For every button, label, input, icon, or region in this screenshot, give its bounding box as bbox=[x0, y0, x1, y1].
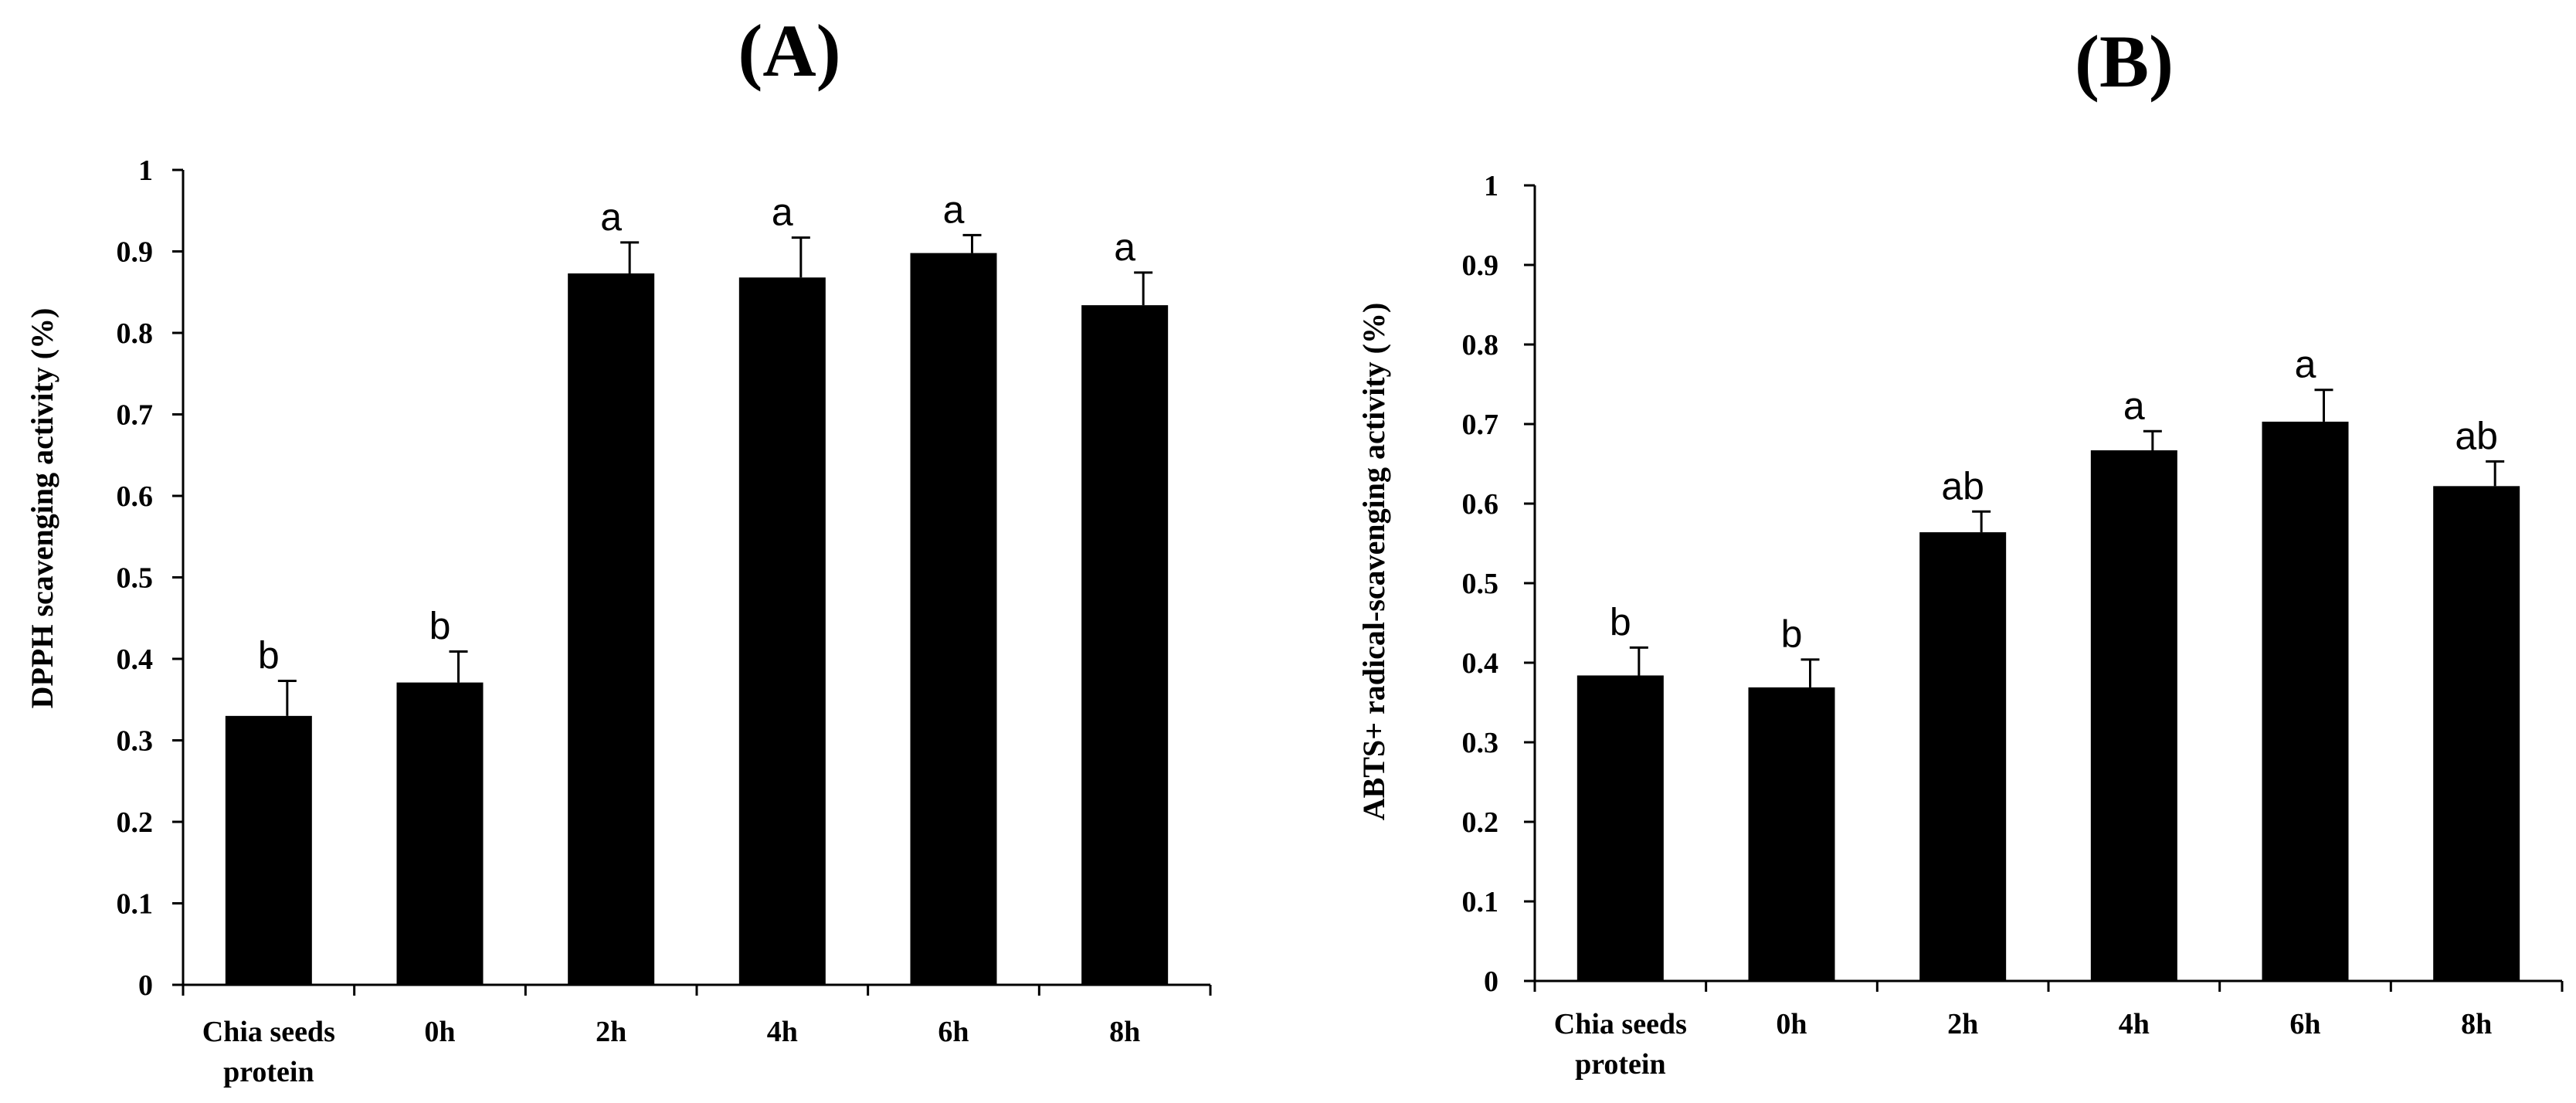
panel-a-category-label: 2h bbox=[596, 1016, 626, 1048]
panel-a-significance-label: a bbox=[1114, 226, 1135, 269]
panel-b-y-tick-label: 0.6 bbox=[1462, 488, 1499, 521]
panel-b-category-label: 6h bbox=[2289, 1008, 2320, 1040]
panel-a-y-tick-label: 0.5 bbox=[117, 562, 154, 595]
panel-b-significance-label: a bbox=[2123, 384, 2145, 427]
panel-a-title: (A) bbox=[738, 9, 840, 92]
panel-b-y-tick-label: 0.3 bbox=[1462, 727, 1499, 759]
panel-b-y-tick-label: 0.1 bbox=[1462, 886, 1499, 918]
panel-a-y-tick-label: 0.6 bbox=[117, 480, 154, 513]
panel-b-bar bbox=[1576, 675, 1664, 981]
panel-a-category-label: Chia seeds protein bbox=[202, 1016, 335, 1088]
panel-a-category-label-line: Chia seeds bbox=[202, 1016, 335, 1048]
panel-b-significance-label: b bbox=[1610, 600, 1631, 643]
panel-b-y-tick-label: 0.8 bbox=[1462, 329, 1499, 361]
panel-b-bar bbox=[2433, 486, 2520, 981]
panel-a-category-label: 6h bbox=[938, 1016, 969, 1048]
panel-b-category-label-line: Chia seeds bbox=[1554, 1008, 1687, 1040]
panel-a-y-axis-title: DPPH scavenging activity (%) bbox=[25, 308, 59, 709]
panel-a-significance-label: a bbox=[772, 191, 793, 234]
panel-b-bar bbox=[1919, 532, 2007, 981]
panel-a-y-tick-label: 0.7 bbox=[117, 399, 154, 432]
panel-a-category-label: 4h bbox=[767, 1016, 798, 1048]
panel-b-category-label: 8h bbox=[2461, 1008, 2492, 1040]
panel-b-y-tick-label: 0 bbox=[1484, 966, 1498, 998]
panel-b-bar bbox=[2262, 421, 2349, 981]
panel-a-category-label-line: protein bbox=[223, 1056, 314, 1088]
panel-a-y-tick-label: 0.1 bbox=[117, 888, 154, 921]
panel-b-y-axis-title: ABTS+ radical-scavenging activity (%) bbox=[1356, 303, 1391, 821]
panel-a-category-label-line: 6h bbox=[938, 1016, 969, 1048]
panel-b-category-label-line: 2h bbox=[1947, 1008, 1978, 1040]
panel-a-y-tick-label: 0.9 bbox=[117, 236, 154, 269]
panel-a-category-label-line: 0h bbox=[424, 1016, 455, 1048]
panel-b-y-tick-label: 0.5 bbox=[1462, 568, 1499, 600]
panel-a-category-label-line: 8h bbox=[1109, 1016, 1140, 1048]
panel-b-y-tick-label: 1 bbox=[1484, 170, 1498, 202]
panel-b-y-tick-label: 0.9 bbox=[1462, 249, 1499, 282]
panel-a-bar bbox=[396, 682, 484, 985]
panel-a-bar bbox=[1081, 305, 1169, 985]
panel-a: (A) DPPH scavenging activity (%) 0 0.1 0.2… bbox=[25, 9, 1212, 1088]
panel-a-y-tick-label: 0.3 bbox=[117, 725, 154, 758]
panel-b: (B) ABTS+ radical-scavenging activity (%… bbox=[1356, 20, 2564, 1081]
panel-a-category-label: 0h bbox=[424, 1016, 455, 1048]
panel-b-category-label-line: protein bbox=[1575, 1048, 1666, 1081]
panel-a-y-tick-label: 1 bbox=[138, 154, 153, 187]
panel-b-category-label-line: 4h bbox=[2119, 1008, 2150, 1040]
panel-b-significance-label: a bbox=[2295, 343, 2316, 386]
panel-b-category-label: Chia seeds protein bbox=[1554, 1008, 1687, 1081]
panel-b-category-label-line: 6h bbox=[2289, 1008, 2320, 1040]
panel-b-category-label: 0h bbox=[1776, 1008, 1807, 1040]
panel-b-category-label-line: 8h bbox=[2461, 1008, 2492, 1040]
panel-a-bar bbox=[910, 253, 997, 985]
panel-b-y-tick-label: 0.2 bbox=[1462, 806, 1499, 839]
panel-b-category-label: 2h bbox=[1947, 1008, 1978, 1040]
panel-a-significance-label: b bbox=[429, 605, 451, 648]
panel-b-significance-label: ab bbox=[1941, 464, 1984, 507]
panel-a-significance-label: b bbox=[258, 633, 280, 677]
panel-a-category-label-line: 4h bbox=[767, 1016, 798, 1048]
panel-a-bar bbox=[568, 273, 655, 985]
panel-b-title: (B) bbox=[2075, 20, 2174, 103]
panel-a-y-tick-label: 0.2 bbox=[117, 806, 154, 839]
panel-a-bar bbox=[738, 277, 826, 985]
panel-a-category-label: 8h bbox=[1109, 1016, 1140, 1048]
panel-a-bar bbox=[225, 715, 312, 985]
panel-b-bar bbox=[1748, 687, 1835, 981]
panel-a-significance-label: a bbox=[600, 195, 622, 239]
panel-a-y-tick-label: 0 bbox=[138, 969, 153, 1002]
panel-b-category-label: 4h bbox=[2119, 1008, 2150, 1040]
panel-b-y-tick-label: 0.4 bbox=[1462, 647, 1499, 680]
panel-b-significance-label: ab bbox=[2455, 414, 2498, 457]
panel-b-significance-label: b bbox=[1781, 613, 1803, 656]
panel-b-y-tick-label: 0.7 bbox=[1462, 409, 1499, 441]
panel-a-y-tick-label: 0.8 bbox=[117, 317, 154, 350]
panel-b-category-label-line: 0h bbox=[1776, 1008, 1807, 1040]
panel-a-category-label-line: 2h bbox=[596, 1016, 626, 1048]
panel-a-y-tick-label: 0.4 bbox=[117, 643, 154, 676]
panel-b-bar bbox=[2090, 450, 2177, 981]
panel-a-significance-label: a bbox=[943, 188, 965, 231]
